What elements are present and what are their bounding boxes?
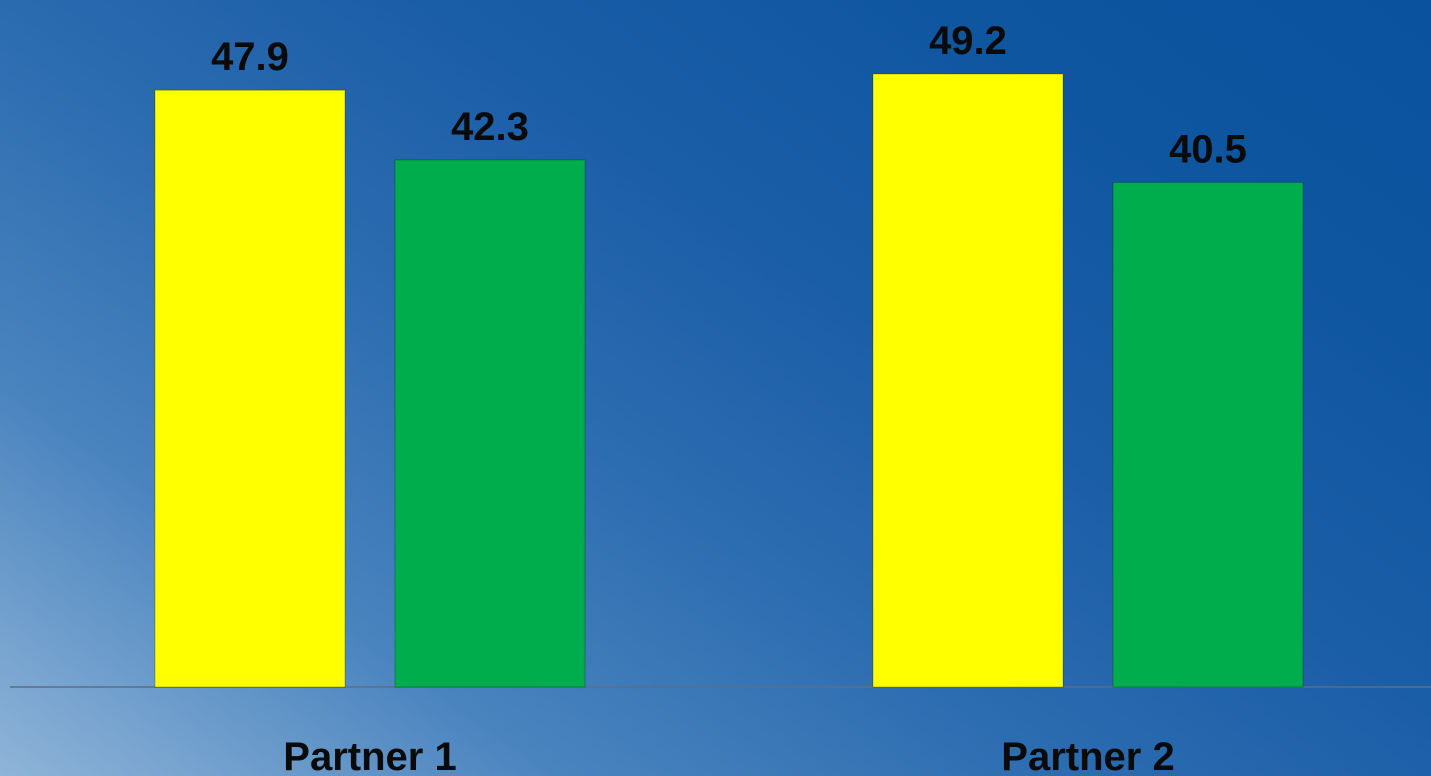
data-label-series-1-category-1: 47.9 <box>211 35 289 79</box>
bar-series-1-category-2 <box>872 73 1064 688</box>
data-labels-group: 47.9 49.2 42.3 40.5 <box>211 19 1247 171</box>
data-label-series-1-category-2: 49.2 <box>929 19 1007 63</box>
bar-series-1-category-1 <box>154 89 346 688</box>
bars-group <box>154 73 1304 688</box>
bar-series-2-category-2 <box>1112 181 1304 688</box>
bar-series-2-category-1 <box>394 159 586 688</box>
data-label-series-2-category-1: 42.3 <box>451 105 529 149</box>
category-label-partner-1: Partner 1 <box>283 735 456 776</box>
data-label-series-2-category-2: 40.5 <box>1169 127 1247 171</box>
category-label-partner-2: Partner 2 <box>1001 735 1174 776</box>
